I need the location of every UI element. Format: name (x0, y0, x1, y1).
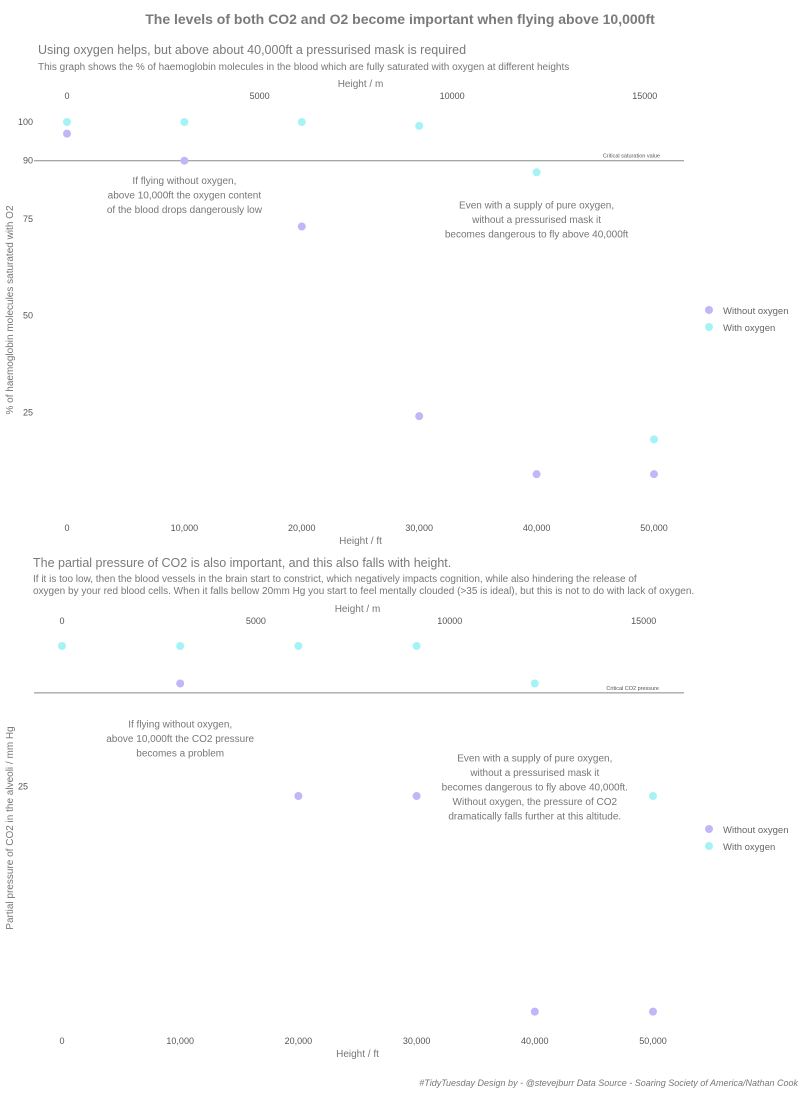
legend-with-oxygen-swatch (705, 842, 713, 850)
chart-caption: If it is too low, then the blood vessels… (33, 574, 637, 585)
x-tick-label: 50,000 (639, 1036, 667, 1046)
x2-tick-label: 5000 (246, 616, 266, 626)
with-oxygen-point (176, 642, 185, 650)
x-tick-label: 10,000 (171, 523, 199, 533)
annotation-text: of the blood drops dangerously low (107, 205, 263, 216)
x-tick-label: 20,000 (285, 1036, 313, 1046)
x-tick-label: 10,000 (166, 1036, 194, 1046)
annotation-text: above 10,000ft the CO2 pressure (106, 734, 254, 745)
annotation-text: If flying without oxygen, (132, 176, 236, 187)
annotation-text: without a pressurised mask it (469, 768, 599, 779)
legend: Without oxygen With oxygen (705, 825, 788, 853)
y-tick-label: 25 (18, 782, 28, 792)
chart-subtitle: The partial pressure of CO2 is also impo… (33, 556, 451, 570)
critical-line-label: Critical saturation value (603, 154, 660, 160)
x2-tick-label: 15000 (632, 91, 657, 101)
x-tick-label: 20,000 (288, 523, 316, 533)
annotation-text: If flying without oxygen, (128, 720, 232, 731)
with-oxygen-point (180, 118, 189, 126)
y-tick-label: 50 (23, 311, 33, 321)
y-tick-label: 90 (23, 156, 33, 166)
with-oxygen-point (415, 121, 424, 130)
with-oxygen-point (650, 435, 658, 444)
x-axis-title: Height / ft (339, 536, 382, 547)
x-tick-label: 50,000 (640, 523, 668, 533)
o2-saturation-chart: Using oxygen helps, but above about 40,0… (5, 43, 788, 547)
without-oxygen-point (649, 1007, 657, 1016)
co2-pressure-chart: The partial pressure of CO2 is also impo… (5, 556, 788, 1060)
critical-line-label: Critical CO2 pressure (606, 686, 659, 692)
legend-with-oxygen-swatch (705, 323, 713, 331)
annotation-text: without a pressurised mask it (471, 215, 601, 226)
chart-caption: This graph shows the % of haemoglobin mo… (38, 62, 569, 73)
with-oxygen-point (294, 642, 303, 650)
x2-tick-label: 10000 (440, 91, 465, 101)
with-oxygen-point (63, 118, 71, 126)
x2-tick-label: 5000 (250, 91, 270, 101)
annotation-text: becomes a problem (136, 749, 224, 760)
y-tick-label: 75 (23, 214, 33, 224)
x2-tick-label: 10000 (437, 616, 462, 626)
x2-axis-title: Height / m (335, 604, 381, 615)
x2-axis-title: Height / m (338, 79, 384, 90)
with-oxygen-point (58, 642, 66, 650)
x2-tick-label: 15000 (631, 616, 656, 626)
annotation-text: becomes dangerous to fly above 40,000ft. (442, 782, 628, 793)
without-oxygen-point (294, 792, 303, 800)
x-tick-label: 30,000 (403, 1036, 431, 1046)
x-tick-label: 0 (64, 523, 69, 533)
annotation-text: Even with a supply of pure oxygen, (457, 753, 612, 764)
without-oxygen-point (530, 1007, 539, 1016)
annotation-text: Even with a supply of pure oxygen, (459, 201, 614, 212)
y-axis-title: % of haemoglobin molecules saturated wit… (5, 205, 16, 414)
with-oxygen-point (530, 679, 539, 688)
without-oxygen-point (180, 156, 189, 165)
annotation-text: dramatically falls further at this altit… (448, 811, 621, 822)
annotation-text: becomes dangerous to fly above 40,000ft (445, 230, 629, 241)
x-tick-label: 40,000 (521, 1036, 549, 1046)
footer-credit: #TidyTuesday Design by - @stevejburr Dat… (419, 1078, 798, 1088)
y-axis-title: Partial pressure of CO2 in the alveoli /… (5, 726, 16, 929)
y-tick-label: 100 (18, 117, 33, 127)
chart-caption: oxygen by your red blood cells. When it … (33, 586, 694, 597)
x-tick-label: 30,000 (405, 523, 433, 533)
without-oxygen-point (297, 222, 306, 231)
with-oxygen-point (649, 792, 657, 800)
x2-tick-label: 0 (59, 616, 64, 626)
without-oxygen-point (415, 412, 424, 421)
annotation-text: Without oxygen, the pressure of CO2 (453, 797, 618, 808)
main-title: The levels of both CO2 and O2 become imp… (145, 11, 655, 27)
legend: Without oxygen With oxygen (705, 306, 788, 334)
legend-without-oxygen-swatch (705, 825, 713, 833)
without-oxygen-point (650, 470, 658, 479)
legend-with-oxygen-label: With oxygen (723, 842, 775, 853)
annotation-text: above 10,000ft the oxygen content (108, 190, 262, 201)
with-oxygen-point (532, 168, 541, 177)
x-tick-label: 40,000 (523, 523, 551, 533)
chart-subtitle: Using oxygen helps, but above about 40,0… (38, 43, 466, 57)
without-oxygen-point (412, 792, 421, 800)
legend-with-oxygen-label: With oxygen (723, 323, 775, 334)
x2-tick-label: 0 (64, 91, 69, 101)
without-oxygen-point (532, 470, 541, 479)
without-oxygen-point (176, 679, 185, 688)
y-tick-label: 25 (23, 407, 33, 417)
legend-without-oxygen-label: Without oxygen (723, 306, 788, 317)
with-oxygen-point (297, 118, 306, 126)
x-tick-label: 0 (59, 1036, 64, 1046)
legend-without-oxygen-swatch (705, 306, 713, 314)
x-axis-title: Height / ft (336, 1049, 379, 1060)
with-oxygen-point (412, 642, 421, 650)
legend-without-oxygen-label: Without oxygen (723, 825, 788, 836)
without-oxygen-point (63, 129, 71, 138)
